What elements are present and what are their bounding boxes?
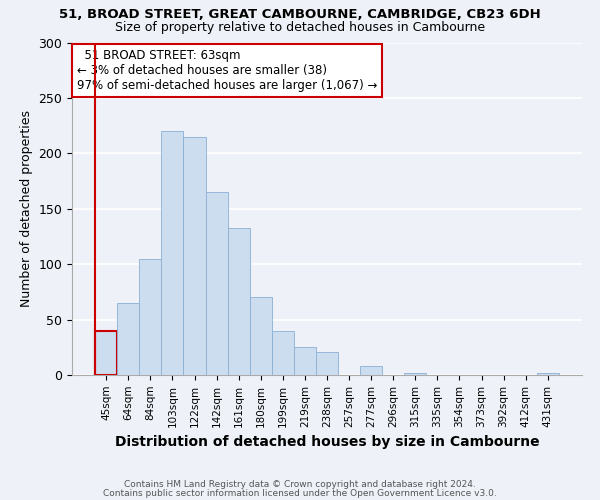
Bar: [206, 192, 227, 375]
Text: Size of property relative to detached houses in Cambourne: Size of property relative to detached ho…: [115, 21, 485, 34]
Bar: [227, 228, 250, 375]
X-axis label: Distribution of detached houses by size in Cambourne: Distribution of detached houses by size …: [115, 435, 539, 449]
Text: 51 BROAD STREET: 63sqm  
← 3% of detached houses are smaller (38)
97% of semi-de: 51 BROAD STREET: 63sqm ← 3% of detached …: [77, 49, 377, 92]
Text: Contains public sector information licensed under the Open Government Licence v3: Contains public sector information licen…: [103, 488, 497, 498]
Text: Contains HM Land Registry data © Crown copyright and database right 2024.: Contains HM Land Registry data © Crown c…: [124, 480, 476, 489]
Bar: [250, 298, 272, 375]
Bar: [404, 373, 427, 375]
Bar: [294, 348, 316, 375]
Bar: [161, 131, 184, 375]
Bar: [117, 303, 139, 375]
Bar: [95, 330, 117, 375]
Bar: [272, 330, 294, 375]
Text: 51, BROAD STREET, GREAT CAMBOURNE, CAMBRIDGE, CB23 6DH: 51, BROAD STREET, GREAT CAMBOURNE, CAMBR…: [59, 8, 541, 20]
Y-axis label: Number of detached properties: Number of detached properties: [20, 110, 33, 307]
Bar: [316, 352, 338, 375]
Bar: [537, 373, 559, 375]
Bar: [360, 366, 382, 375]
Bar: [139, 258, 161, 375]
Bar: [184, 136, 206, 375]
